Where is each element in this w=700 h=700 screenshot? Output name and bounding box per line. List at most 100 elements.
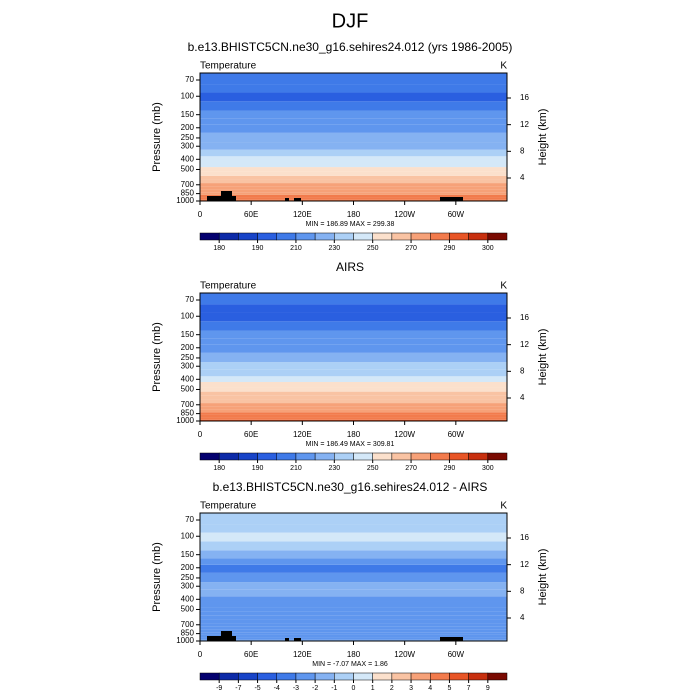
- colorbar-label: 180: [213, 465, 225, 472]
- colorbar-label: 300: [482, 465, 494, 472]
- right-label: K: [500, 501, 507, 512]
- right-label: K: [500, 61, 507, 72]
- colorbar-label: 230: [328, 465, 340, 472]
- colorbar-label: -2: [312, 685, 318, 692]
- x-tick-label: 180: [347, 650, 361, 659]
- contour-band: [200, 395, 507, 400]
- contour-band: [200, 639, 507, 641]
- y2-tick-label: 12: [520, 340, 529, 349]
- contour-band: [200, 175, 507, 180]
- contour-band: [200, 532, 507, 542]
- colorbar-box: [391, 232, 412, 241]
- topography: [221, 191, 232, 201]
- colorbar-label: -7: [235, 685, 241, 692]
- y-tick-label: 500: [181, 385, 195, 394]
- contour-band: [200, 189, 507, 193]
- colorbar-label: 270: [405, 465, 417, 472]
- x-tick-label: 60E: [244, 650, 258, 659]
- y2-tick-label: 8: [520, 586, 525, 595]
- y-axis-label: Pressure (mb): [151, 542, 163, 612]
- contour-band: [200, 387, 507, 392]
- y2-tick-label: 8: [520, 146, 525, 155]
- contour-band: [200, 381, 507, 388]
- colorbar-box: [410, 452, 431, 461]
- contour-band: [200, 513, 507, 517]
- colorbar-label: -1: [331, 685, 337, 692]
- contour-band: [200, 369, 507, 377]
- y-tick-label: 200: [181, 123, 195, 132]
- contour-band: [200, 558, 507, 565]
- x-tick-label: 180: [347, 430, 361, 439]
- colorbar-box: [430, 672, 450, 681]
- stats: MIN = 186.49 MAX = 309.81: [306, 441, 395, 448]
- field: [200, 293, 507, 421]
- colorbar-label: 4: [428, 685, 432, 692]
- contour-band: [200, 601, 507, 608]
- colorbar-box: [257, 232, 277, 241]
- contour-band: [200, 611, 507, 616]
- colorbar-box: [468, 452, 489, 461]
- topography: [285, 198, 289, 201]
- y2-tick-label: 4: [520, 173, 525, 182]
- y-tick-label: 100: [181, 311, 195, 320]
- contour-band: [200, 132, 507, 143]
- colorbar-label: 3: [409, 685, 413, 692]
- x-tick-label: 120E: [293, 430, 312, 439]
- contour-band: [200, 414, 507, 418]
- y-tick-label: 500: [181, 165, 195, 174]
- colorbar-box: [334, 452, 354, 461]
- y2-tick-label: 4: [520, 613, 525, 622]
- colorbar-label: 290: [444, 245, 456, 252]
- topography: [440, 637, 463, 641]
- colorbar-box: [353, 672, 373, 681]
- y-tick-label: 850: [181, 409, 195, 418]
- colorbar-label: -9: [216, 685, 222, 692]
- contour-band: [200, 344, 507, 353]
- colorbar-box: [314, 672, 335, 681]
- contour-band: [200, 596, 507, 602]
- colorbar-label: 7: [467, 685, 471, 692]
- contour-band: [200, 199, 507, 201]
- y-tick-label: 200: [181, 563, 195, 572]
- colorbar-box: [295, 452, 316, 461]
- contour-band: [200, 296, 507, 305]
- y2-tick-label: 4: [520, 393, 525, 402]
- contour-band: [200, 304, 507, 313]
- contour-band: [200, 541, 507, 551]
- contour-band: [200, 179, 507, 184]
- colorbar-label: 250: [367, 245, 379, 252]
- contour-band: [200, 376, 507, 382]
- contour-band: [200, 330, 507, 339]
- colorbar-box: [257, 452, 277, 461]
- contour-band: [200, 124, 507, 133]
- contour-band: [200, 192, 507, 195]
- colorbar-box: [218, 672, 239, 681]
- y-tick-label: 400: [181, 594, 195, 603]
- contour-band: [200, 629, 507, 633]
- colorbar-box: [372, 452, 393, 461]
- y-tick-label: 850: [181, 629, 195, 638]
- y-tick-label: 400: [181, 374, 195, 383]
- panel-title: b.e13.BHISTC5CN.ne30_g16.sehires24.012 -…: [213, 480, 488, 494]
- contour-band: [200, 391, 507, 396]
- contour-band: [200, 92, 507, 102]
- y-tick-label: 200: [181, 343, 195, 352]
- colorbar-box: [257, 672, 277, 681]
- contour-band: [200, 623, 507, 627]
- contour-band: [200, 564, 507, 573]
- contour-band: [200, 118, 507, 125]
- y2-tick-label: 16: [520, 93, 529, 102]
- contour-band: [200, 194, 507, 198]
- colorbar-box: [276, 672, 297, 681]
- topography: [221, 631, 232, 641]
- contour-band: [200, 293, 507, 297]
- contour-band: [200, 142, 507, 150]
- y-tick-label: 300: [181, 141, 195, 150]
- contour-band: [200, 589, 507, 597]
- y-tick-label: 700: [181, 400, 195, 409]
- y-tick-label: 500: [181, 605, 195, 614]
- colorbar-box: [276, 452, 297, 461]
- colorbar-label: 210: [290, 245, 302, 252]
- contour-band: [200, 615, 507, 620]
